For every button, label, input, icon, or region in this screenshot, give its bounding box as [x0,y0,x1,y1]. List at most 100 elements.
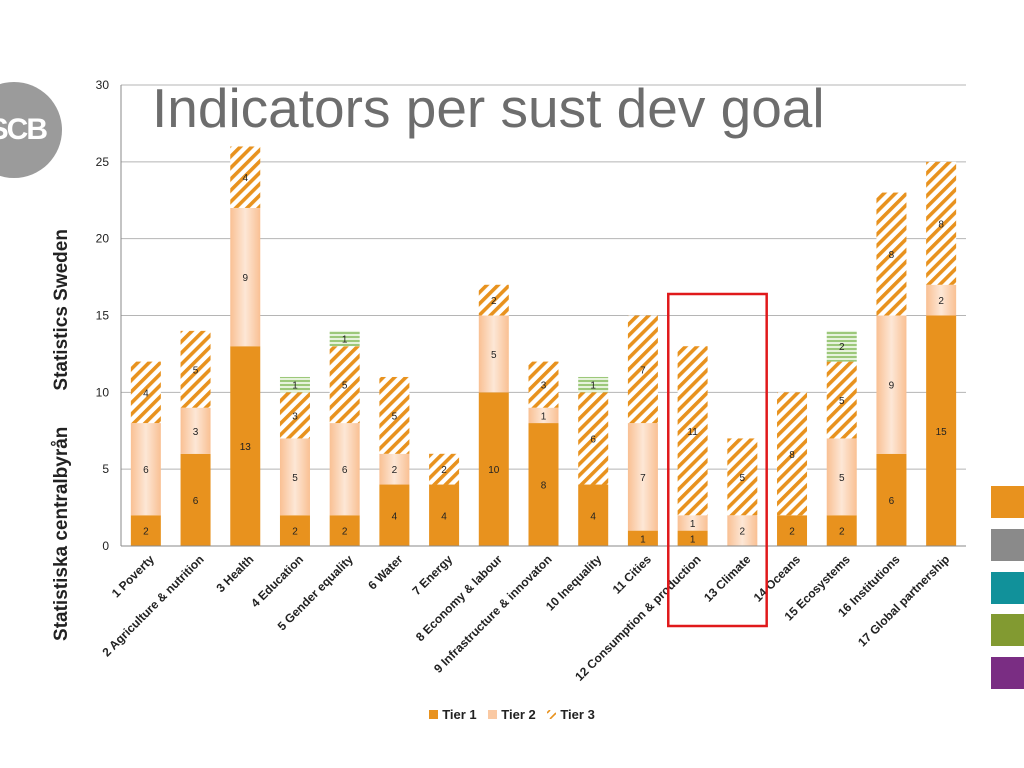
bar-segment-tier-2 [478,315,509,393]
bar-segment-tier-3 [578,392,609,485]
data-label: 5 [491,350,497,361]
y-tick-label: 30 [96,78,110,92]
data-label: 6 [889,496,895,507]
data-label: 1 [640,534,646,545]
data-label: 5 [342,381,348,392]
data-label: 9 [242,273,248,284]
bar-segment-tier-1 [677,530,708,546]
bar-segment-tier-1 [478,392,509,546]
x-tick-label: 8 Economy & labour [413,552,505,644]
data-label: 5 [839,473,845,484]
legend-label-tier-1: Tier 1 [442,707,477,722]
data-label: 4 [392,511,398,522]
data-label: 8 [541,481,547,492]
data-label: 1 [541,411,547,422]
data-label: 4 [242,173,248,184]
data-label: 2 [740,527,746,538]
chart-legend: Tier 1 Tier 2 Tier 3 [0,707,1024,722]
data-label: 2 [491,296,497,307]
y-tick-label: 15 [96,309,110,323]
data-label: 8 [789,450,795,461]
bar-segment-tier-1 [429,484,460,546]
x-tick-label: 3 Health [213,552,256,595]
y-tick-label: 0 [102,539,109,553]
bar-segment-tier-1 [279,515,310,546]
bar-segment-tier-1 [528,423,559,546]
bar-segment-tier-2 [130,423,161,516]
legend-item-tier-2: Tier 2 [488,707,536,722]
data-label: 5 [392,411,398,422]
bar-segment-tier-3 [777,392,808,516]
data-label: 8 [889,250,895,261]
data-label: 2 [839,342,845,353]
bar-segment-tier-2 [279,438,310,516]
bar-segment-tier-2 [180,407,211,454]
data-label: 7 [640,365,646,376]
slide-title: Indicators per sust dev goal [152,77,825,139]
data-label: 3 [541,381,547,392]
legend-label-tier-3: Tier 3 [560,707,595,722]
data-label: 4 [590,511,596,522]
data-label: 2 [938,296,944,307]
bar-segment-tier-2 [329,423,360,516]
bar-segment-green [826,330,857,362]
data-label: 10 [488,465,500,476]
y-tick-label: 10 [96,385,110,399]
logo-text: SCB [0,113,48,146]
data-label: 2 [839,527,845,538]
bar-segment-tier-2 [876,315,907,454]
legend-swatch-tier-1 [429,710,439,719]
bar-segment-tier-2 [528,407,559,424]
data-label: 13 [240,442,252,453]
bar-segment-tier-3 [130,361,161,424]
data-label: 1 [292,381,298,392]
side-swatch-purple [991,657,1024,689]
data-label: 15 [936,427,948,438]
x-tick-label: 7 Energy [409,552,455,598]
y-tick-label: 20 [96,232,110,246]
bar-segment-tier-1 [826,515,857,546]
data-label: 4 [441,511,447,522]
data-label: 2 [342,527,348,538]
data-label: 6 [342,465,348,476]
bar-segment-tier-3 [627,315,658,424]
bar-segment-tier-1 [379,484,410,546]
data-label: 5 [740,473,746,484]
data-label: 2 [292,527,298,538]
legend-item-tier-3: Tier 3 [547,707,595,722]
bar-segment-tier-2 [627,423,658,531]
x-tick-label: 6 Water [365,552,405,592]
bar-segment-tier-1 [926,315,957,546]
bar-segment-tier-3 [478,284,509,316]
bar-segment-tier-3 [279,392,310,439]
bar-segment-tier-3 [329,346,360,424]
data-label: 5 [193,365,199,376]
side-swatch-orange [991,486,1024,518]
bar-segment-tier-1 [130,515,161,546]
bar-segment-tier-2 [379,453,410,485]
x-tick-label: 2 Agriculture & nutrition [100,552,207,659]
bar-segment-tier-1 [329,515,360,546]
data-label: 8 [938,219,944,230]
bar-segment-tier-1 [578,484,609,546]
bar-segment-tier-3 [180,330,211,408]
bar-segment-tier-3 [528,361,559,408]
data-label: 7 [640,473,646,484]
data-label: 2 [789,527,795,538]
bar-segment-tier-2 [677,515,708,531]
bar-segment-tier-1 [180,453,211,546]
legend-swatch-tier-2 [488,710,498,719]
data-label: 1 [590,381,596,392]
side-swatch-green [991,614,1024,646]
legend-label-tier-2: Tier 2 [501,707,536,722]
legend-item-tier-1: Tier 1 [429,707,477,722]
y-tick-label: 25 [96,155,110,169]
x-tick-label: 11 Cities [610,552,655,597]
bar-segment-tier-2 [926,284,957,316]
bar-segment-tier-2 [727,515,758,546]
bar-segment-tier-1 [627,530,658,546]
bar-segment-green [578,376,609,393]
data-label: 1 [690,534,696,545]
data-label: 1 [690,519,696,530]
